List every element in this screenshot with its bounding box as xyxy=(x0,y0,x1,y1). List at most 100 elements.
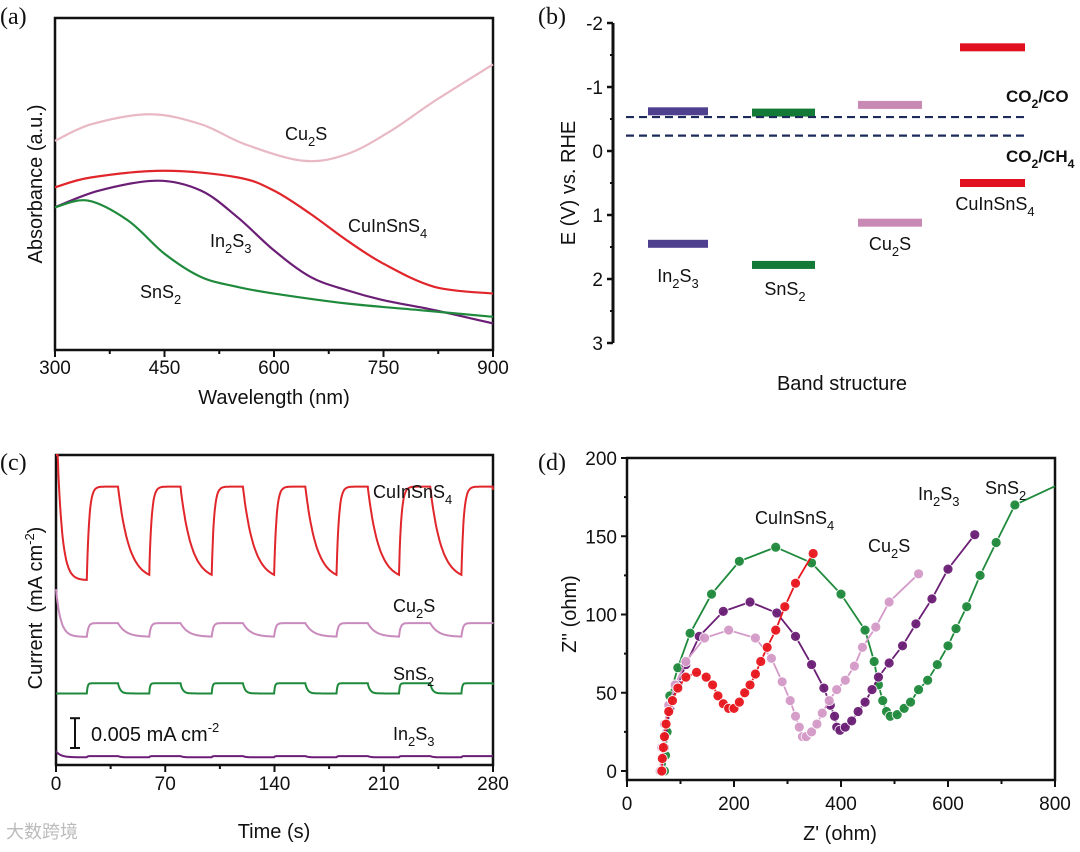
d-data-point xyxy=(866,684,878,696)
d-data-point xyxy=(766,652,777,664)
a-ylabel: Absorbance (a.u.) xyxy=(25,105,47,264)
d-x-tick-label: 600 xyxy=(932,794,964,815)
a-x-tick-label: 600 xyxy=(258,358,290,379)
d-data-point xyxy=(898,703,910,714)
d-data-point xyxy=(870,621,882,633)
c-series-SnS2 xyxy=(56,682,494,695)
d-series-label: SnS2 xyxy=(985,478,1026,503)
d-data-point xyxy=(942,563,954,575)
d-data-point xyxy=(818,682,830,694)
d-data-point xyxy=(839,674,851,686)
d-ylabel: Z'' (ohm) xyxy=(559,575,581,653)
panel-label-b: (b) xyxy=(538,4,566,30)
d-data-point xyxy=(700,671,712,683)
c-ylabel: Current(mA cm-2) xyxy=(22,527,47,690)
b-cb-bar-Cu2S xyxy=(858,100,922,109)
d-data-point xyxy=(739,687,751,699)
d-data-point xyxy=(770,541,782,553)
b-reference-label: CO2/CO xyxy=(1006,87,1069,111)
d-data-point xyxy=(974,569,986,581)
d-data-point xyxy=(776,676,788,688)
b-y-tick-label: -1 xyxy=(586,78,603,99)
a-x-tick-label: 900 xyxy=(477,358,509,379)
d-data-point xyxy=(790,631,801,642)
d-data-point xyxy=(926,593,938,605)
c-x-tick-label: 70 xyxy=(155,774,176,795)
d-data-point xyxy=(680,671,692,683)
a-series-label: CuInSnS4 xyxy=(348,216,427,241)
d-data-point xyxy=(846,715,858,727)
c-scale-bar: 0.005 mA cm-2 xyxy=(70,717,219,749)
d-data-point xyxy=(717,605,729,617)
d-series-line-In2S3 xyxy=(660,534,976,772)
d-data-point xyxy=(790,577,801,589)
b-y-tick-label: -2 xyxy=(586,14,603,35)
d-data-point xyxy=(910,618,922,630)
c-x-tick-label: 210 xyxy=(368,774,400,795)
d-data-point xyxy=(744,596,756,608)
a-x-tick-label: 450 xyxy=(149,358,181,379)
b-series-label: SnS2 xyxy=(764,279,805,304)
d-data-point xyxy=(905,696,916,708)
d-data-point xyxy=(755,656,767,667)
d-data-point xyxy=(723,624,735,636)
d-data-point xyxy=(656,765,668,777)
watermark: 大数跨境 xyxy=(6,822,78,843)
d-data-point xyxy=(744,679,756,691)
a-series-In2S3 xyxy=(54,179,494,325)
d-data-point xyxy=(873,671,884,683)
a-plot-frame xyxy=(53,16,495,352)
d-data-point xyxy=(779,601,791,613)
b-cb-bar-CuInSnS4 xyxy=(960,43,1025,52)
c-series-In2S3 xyxy=(55,750,494,759)
d-data-point xyxy=(922,674,934,686)
d-data-point xyxy=(770,624,782,636)
d-data-point xyxy=(829,710,840,722)
d-data-point xyxy=(657,742,669,753)
d-data-point xyxy=(857,641,868,653)
d-data-point xyxy=(839,721,851,733)
a-series-label: SnS2 xyxy=(140,282,181,307)
b-series-label: Cu2S xyxy=(869,234,911,259)
d-x-tick-label: 200 xyxy=(718,794,750,815)
d-data-point xyxy=(811,718,823,730)
d-data-point xyxy=(961,601,973,613)
d-data-point xyxy=(883,596,895,608)
d-data-point xyxy=(883,657,895,669)
c-series-CuInSnS4 xyxy=(56,454,494,581)
d-data-point xyxy=(707,679,718,691)
d-data-point xyxy=(660,718,672,730)
d-data-point xyxy=(969,529,981,541)
b-y-tick-label: 0 xyxy=(592,142,603,163)
d-y-tick-label: 0 xyxy=(606,762,617,783)
b-cb-bar-In2S3 xyxy=(648,107,708,116)
d-series-label: Cu2S xyxy=(868,536,910,561)
d-y-tick-label: 200 xyxy=(585,449,617,470)
d-data-point xyxy=(750,632,761,644)
d-data-point xyxy=(942,640,954,652)
d-data-point xyxy=(990,537,1002,548)
d-data-point xyxy=(712,690,724,702)
d-data-point xyxy=(891,709,903,721)
c-scale-bar-label: 0.005 mA cm-2 xyxy=(91,720,219,746)
c-x-tick-label: 140 xyxy=(259,774,291,795)
d-data-point xyxy=(790,710,801,722)
d-data-point xyxy=(656,753,668,764)
a-x-tick-label: 750 xyxy=(368,358,400,379)
d-data-point xyxy=(784,695,796,706)
b-vb-bar-CuInSnS4 xyxy=(960,179,1025,187)
d-data-point xyxy=(663,706,675,717)
d-data-point xyxy=(733,555,745,567)
d-data-point xyxy=(859,624,871,636)
d-y-tick-label: 100 xyxy=(585,606,617,627)
d-data-point xyxy=(931,659,943,670)
a-series-label: Cu2S xyxy=(285,124,327,149)
c-x-tick-label: 0 xyxy=(51,774,62,795)
d-y-tick-label: 150 xyxy=(585,527,617,548)
d-data-point xyxy=(868,656,880,667)
d-data-point xyxy=(807,548,819,559)
d-data-point xyxy=(816,707,828,719)
a-series-label: In2S3 xyxy=(210,231,251,256)
d-x-tick-label: 800 xyxy=(1039,794,1071,815)
